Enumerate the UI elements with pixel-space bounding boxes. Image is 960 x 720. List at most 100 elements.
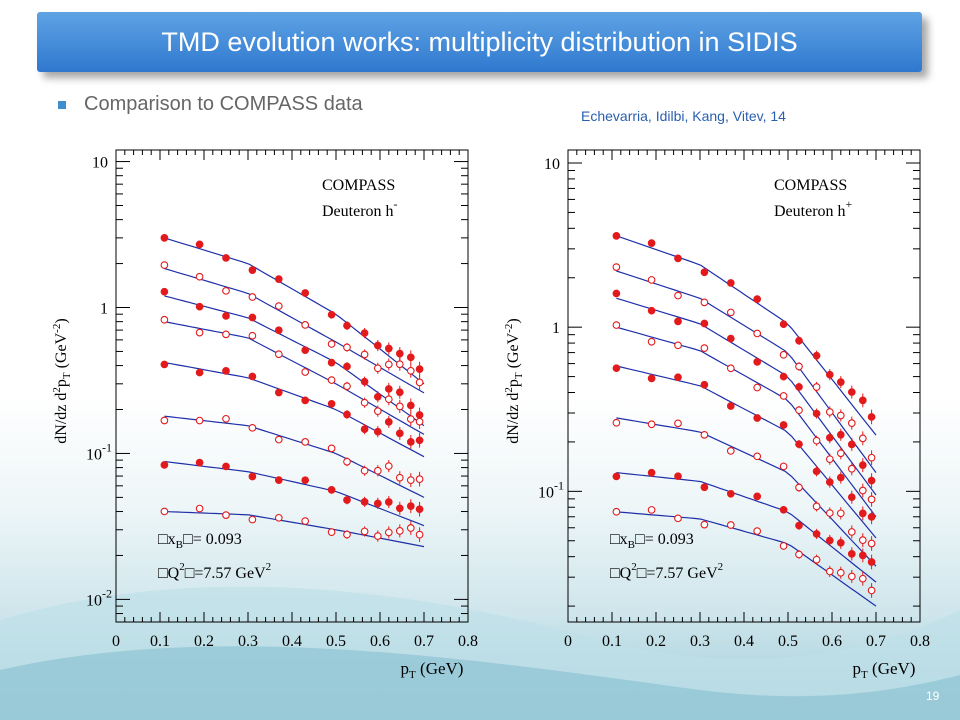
theory-curve-6 xyxy=(164,460,425,527)
data-point xyxy=(195,240,204,249)
data-point xyxy=(700,430,709,439)
data-point xyxy=(612,472,621,481)
data-point xyxy=(836,473,845,482)
data-point xyxy=(343,382,351,391)
data-point xyxy=(726,279,735,287)
data-point xyxy=(384,385,393,393)
data-point xyxy=(384,417,393,426)
bullet-text: Comparison to COMPASS data xyxy=(84,93,363,115)
data-point xyxy=(836,411,845,420)
data-point xyxy=(301,517,310,525)
y-tick-label: 1 xyxy=(552,320,560,337)
data-point xyxy=(867,453,876,462)
data-point xyxy=(674,419,682,428)
x-tick-label: 0.3 xyxy=(690,633,710,650)
x-tick-label: 0.7 xyxy=(866,633,886,650)
data-point xyxy=(612,507,621,516)
data-point xyxy=(726,447,735,455)
theory-curve-3 xyxy=(164,321,425,435)
bullet-item: Comparison to COMPASS data xyxy=(58,93,363,116)
data-point xyxy=(647,276,656,284)
theory-curve-0 xyxy=(616,235,877,436)
data-point xyxy=(301,476,310,485)
x-tick-label: 0 xyxy=(112,633,120,650)
theory-curve-3 xyxy=(616,326,877,518)
y-axis-label: dN/dz d2pT (GeV-2) xyxy=(503,318,525,443)
data-point xyxy=(360,497,369,506)
data-point xyxy=(700,268,709,277)
data-point xyxy=(812,555,821,564)
data-point xyxy=(858,461,867,469)
data-point xyxy=(327,399,336,408)
data-point xyxy=(647,239,656,247)
data-point xyxy=(647,506,656,514)
data-point xyxy=(825,478,834,486)
data-point xyxy=(195,302,204,311)
theory-curve-7 xyxy=(616,511,877,607)
data-point xyxy=(674,317,682,326)
data-point xyxy=(343,457,351,466)
data-point xyxy=(415,505,424,514)
y-tick-label: 10-1 xyxy=(86,440,112,463)
theory-curve-6 xyxy=(616,472,877,583)
data-point xyxy=(301,396,310,405)
data-point xyxy=(415,530,424,539)
annotation-xb: □xB□= 0.093 xyxy=(158,531,242,551)
data-point xyxy=(384,360,393,369)
data-point xyxy=(360,377,369,386)
data-point xyxy=(360,425,369,434)
data-point xyxy=(812,530,821,538)
x-tick-label: 0.6 xyxy=(370,633,390,650)
data-point xyxy=(612,364,621,373)
data-point xyxy=(343,321,351,330)
data-point xyxy=(274,275,283,283)
data-point xyxy=(867,476,876,485)
data-point xyxy=(795,483,803,492)
data-point xyxy=(836,568,845,577)
data-point xyxy=(726,521,735,529)
theory-curve-4 xyxy=(164,361,425,458)
data-point xyxy=(674,472,682,481)
bullet-square-icon xyxy=(58,100,66,109)
data-point xyxy=(327,528,336,536)
data-point xyxy=(858,434,867,443)
data-point xyxy=(858,574,867,583)
data-point xyxy=(360,398,369,407)
data-point xyxy=(343,496,351,504)
theory-curve-2 xyxy=(164,295,425,427)
data-point xyxy=(867,513,876,521)
slide-title: TMD evolution works: multiplicity distri… xyxy=(161,26,798,57)
data-point xyxy=(836,378,845,387)
x-tick-label: 0.4 xyxy=(282,633,302,650)
data-point xyxy=(847,419,856,427)
data-point xyxy=(612,418,621,427)
data-point xyxy=(812,467,821,476)
data-point xyxy=(847,440,856,449)
data-point xyxy=(812,351,821,360)
data-point xyxy=(327,340,336,348)
data-point xyxy=(248,331,257,340)
data-point xyxy=(222,414,230,423)
data-point xyxy=(858,486,867,495)
data-point xyxy=(274,513,283,522)
data-point xyxy=(779,505,788,514)
data-point xyxy=(753,527,762,535)
data-point xyxy=(301,368,310,376)
data-point xyxy=(384,498,393,506)
data-point xyxy=(753,383,762,392)
data-point xyxy=(160,261,169,269)
data-point xyxy=(327,376,336,384)
data-point xyxy=(327,358,336,367)
data-point xyxy=(395,402,404,411)
data-point xyxy=(248,293,257,301)
data-point xyxy=(700,520,709,529)
data-point xyxy=(248,372,257,381)
data-point xyxy=(795,406,803,415)
data-point xyxy=(847,550,856,558)
data-point xyxy=(812,502,821,511)
data-point xyxy=(753,414,762,422)
x-tick-label: 0.5 xyxy=(778,633,798,650)
data-point xyxy=(415,365,424,373)
data-point xyxy=(779,421,788,429)
legend-target: Deuteron h+ xyxy=(774,197,853,220)
